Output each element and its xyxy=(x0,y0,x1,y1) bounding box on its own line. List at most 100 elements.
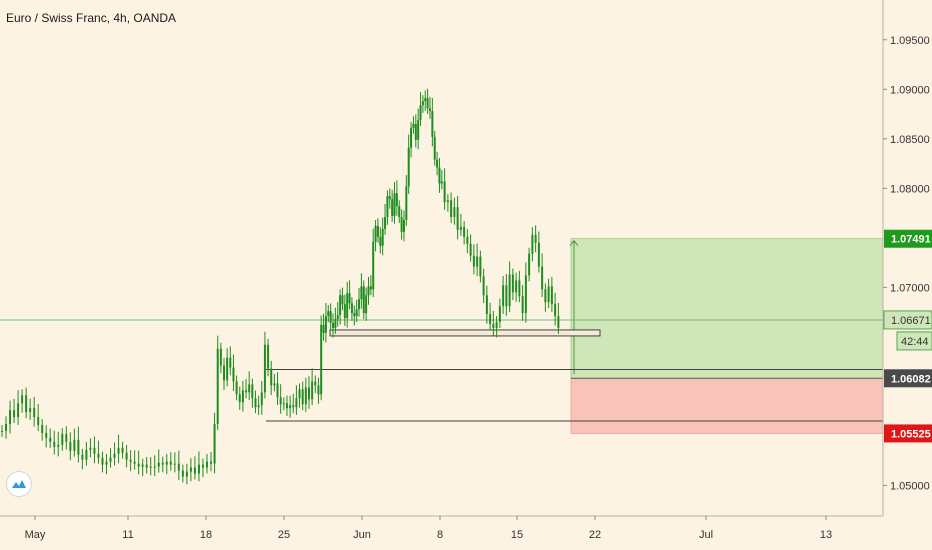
candle-body xyxy=(393,193,396,217)
candle-body xyxy=(374,225,377,242)
candle-body xyxy=(386,196,389,218)
candle-body xyxy=(336,315,339,320)
candle-body xyxy=(554,304,557,317)
candle-body xyxy=(557,316,560,328)
candle-body xyxy=(65,433,68,442)
time-tick-label: 13 xyxy=(820,529,832,541)
candle-body xyxy=(398,206,401,218)
target-price-tag[interactable] xyxy=(884,229,932,248)
time-tick-label: May xyxy=(25,529,46,541)
candle-body xyxy=(502,285,505,307)
candle-body xyxy=(257,405,260,408)
candle-body xyxy=(372,241,375,290)
support-box[interactable] xyxy=(329,329,601,337)
candle-body xyxy=(381,228,384,246)
candle-body xyxy=(245,390,248,393)
candle-body xyxy=(314,381,317,386)
candle-body xyxy=(157,462,160,467)
candle-body xyxy=(113,453,116,458)
candle-body xyxy=(267,344,270,369)
candle-body xyxy=(53,441,56,447)
price-tick-label: 1.09500 xyxy=(890,35,930,47)
candle-body xyxy=(209,461,212,464)
candle-body xyxy=(41,425,44,433)
time-tick-label: 11 xyxy=(122,529,133,541)
tradingview-logo-icon[interactable] xyxy=(6,471,32,497)
candle-body xyxy=(273,383,276,386)
candle-body xyxy=(489,314,492,324)
candle-body xyxy=(426,98,429,109)
candle-body xyxy=(129,459,132,462)
candle-body xyxy=(105,461,108,465)
candle-body xyxy=(1,430,4,432)
candle-body xyxy=(77,439,80,455)
candle-body xyxy=(346,293,349,319)
candle-body xyxy=(248,384,251,393)
candle-body xyxy=(279,397,282,405)
candle-body xyxy=(362,286,365,314)
current-price-tag[interactable] xyxy=(883,310,932,330)
candle-body xyxy=(189,467,192,472)
candle-body xyxy=(412,123,415,128)
candle-body xyxy=(436,159,439,168)
target-zone[interactable] xyxy=(570,238,884,379)
candle-body xyxy=(219,348,222,366)
candle-body xyxy=(479,256,482,277)
candle-body xyxy=(417,119,420,140)
candle-body xyxy=(298,389,301,399)
candle-body xyxy=(125,452,128,460)
candle-body xyxy=(419,105,422,120)
stop-zone[interactable] xyxy=(570,377,884,434)
candle-body xyxy=(29,408,32,413)
candle-body xyxy=(492,324,495,328)
candle-body xyxy=(410,127,413,148)
price-tick-label: 1.07000 xyxy=(890,282,930,294)
stop-price-tag[interactable] xyxy=(884,424,932,443)
candle-body xyxy=(133,461,136,464)
candle-body xyxy=(431,111,434,137)
candle-body xyxy=(282,403,285,405)
candle-body xyxy=(466,236,469,244)
candle-body xyxy=(73,439,76,451)
time-tick-label: 18 xyxy=(200,529,212,541)
candle-body xyxy=(515,280,518,293)
price-tick-label: 1.05000 xyxy=(890,480,930,492)
candle-body xyxy=(141,464,144,467)
candle-body xyxy=(9,410,12,425)
candle-body xyxy=(304,387,307,405)
candle-body xyxy=(450,200,453,218)
candle-body xyxy=(25,395,28,413)
candle-body xyxy=(311,381,314,400)
price-tick-label: 1.08000 xyxy=(890,183,930,195)
candle-body xyxy=(153,466,156,468)
candle-body xyxy=(414,123,417,140)
entry-price-tag[interactable] xyxy=(884,369,932,388)
candle-body xyxy=(428,108,431,112)
candle-body xyxy=(365,295,368,314)
candle-body xyxy=(185,471,188,477)
candle-body xyxy=(173,463,176,465)
candle-body xyxy=(322,324,325,333)
candle-body xyxy=(21,395,24,404)
time-tick-label: 8 xyxy=(437,529,443,541)
arrow-up-icon xyxy=(569,239,579,375)
candle-body xyxy=(453,207,456,218)
candle-body xyxy=(524,275,527,314)
candle-body xyxy=(263,344,266,393)
candle-body xyxy=(421,101,424,106)
candle-body xyxy=(81,454,84,460)
candle-body xyxy=(550,286,553,305)
candle-body xyxy=(223,365,226,381)
candle-body xyxy=(13,410,16,418)
candle-body xyxy=(85,449,88,460)
candle-body xyxy=(376,225,379,237)
candle-body xyxy=(169,461,172,465)
candle-body xyxy=(521,296,524,314)
candle-body xyxy=(238,394,241,403)
time-tick-label: 15 xyxy=(511,529,523,541)
candle-body xyxy=(289,405,292,409)
candle-body xyxy=(518,280,521,297)
candle-body xyxy=(482,276,485,296)
candle-body xyxy=(531,234,534,254)
